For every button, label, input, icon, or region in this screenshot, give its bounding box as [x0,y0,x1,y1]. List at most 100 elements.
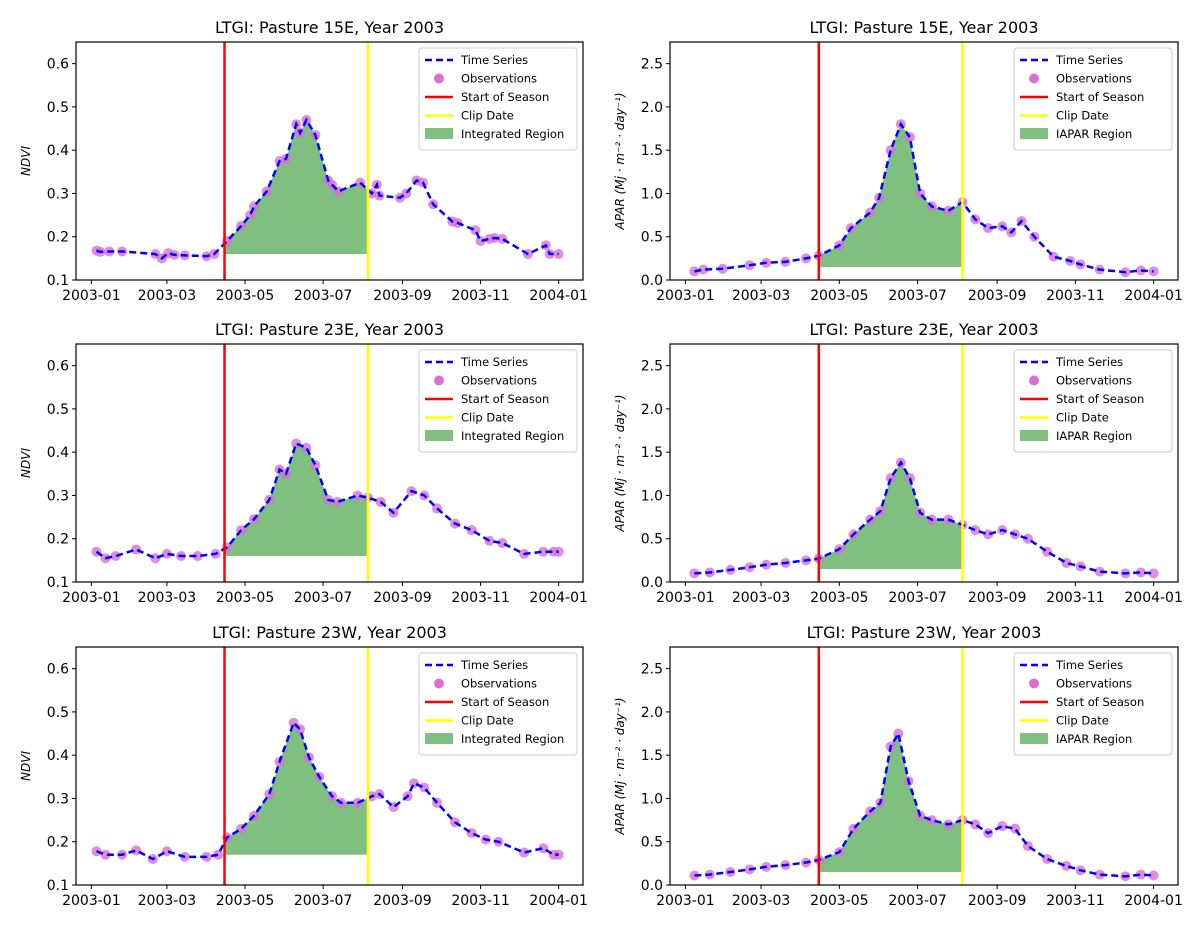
observation-point [131,544,142,555]
observation-point [1042,854,1053,865]
observation-point [161,548,172,559]
legend-label: Integrated Region [461,429,564,443]
chart-title: LTGI: Pasture 23E, Year 2003 [215,320,444,339]
legend-label: Clip Date [1056,109,1109,123]
y-tick-label: 0.3 [47,186,69,202]
legend-label: Start of Season [461,695,549,709]
chart-title: LTGI: Pasture 23W, Year 2003 [807,623,1042,642]
x-tick-label: 2003-09 [373,288,432,304]
legend-region-swatch [1020,733,1048,744]
subplot: LTGI: Pasture 23W, Year 2003 APAR (Mj · m… [613,623,1183,909]
x-tick-label: 2003-01 [656,893,715,909]
x-tick-label: 2003-03 [138,288,197,304]
x-tick-label: 2003-07 [294,590,353,606]
y-tick-label: 1.0 [641,791,663,807]
y-tick-label: 0.4 [47,143,69,159]
observation-point [885,145,896,156]
x-tick-label: 2003-11 [1046,893,1105,909]
y-tick-label: 2.0 [641,100,663,116]
observation-point [110,551,121,562]
x-tick-label: 2003-05 [810,893,869,909]
x-tick-label: 2003-07 [888,590,947,606]
x-tick-label: 2003-03 [138,893,197,909]
time-series-line [95,441,559,560]
integrated-region [818,462,963,570]
time-series-line [96,720,559,861]
x-tick-label: 2003-09 [373,893,432,909]
legend-label: Time Series [460,53,528,67]
observation-point [264,789,275,800]
legend-box [418,652,578,756]
chart-title: LTGI: Pasture 15E, Year 2003 [215,18,444,37]
legend-label: Time Series [1055,658,1123,672]
legend-observations-swatch [434,678,444,689]
observation-point [409,778,419,789]
observation-point [885,473,896,484]
x-tick-label: 2003-07 [294,893,353,909]
y-tick-label: 0.3 [47,791,69,807]
time-series-line [694,460,1154,575]
chart-title: LTGI: Pasture 23E, Year 2003 [809,320,1038,339]
y-tick-label: 0.6 [47,57,69,73]
axes-frame [669,646,1179,886]
subplot: LTGI: Pasture 23E, Year 2003 APAR (Mj · m… [613,320,1183,606]
axes-frame [669,343,1179,583]
legend-region-swatch [425,128,453,139]
observation-point [213,849,224,860]
axes-frame [669,41,1179,281]
x-tick-label: 2003-01 [62,590,121,606]
y-tick-label: 0.0 [641,273,663,289]
observation-point [1148,568,1159,579]
legend-label: Integrated Region [461,732,564,746]
x-tick-label: 2004-01 [529,893,588,909]
y-tick-label: 0.6 [47,359,69,375]
legend-label: Start of Season [1056,695,1144,709]
x-tick-label: 2003-07 [888,893,947,909]
observation-point [970,525,981,536]
legend-label: Start of Season [1056,90,1144,104]
x-tick-label: 2003-09 [968,893,1027,909]
integrated-region [818,124,963,268]
x-tick-label: 2003-05 [810,288,869,304]
integrated-region [224,443,368,557]
y-tick-label: 0.4 [47,748,69,764]
y-tick-label: 2.0 [641,705,663,721]
chart-title: LTGI: Pasture 15E, Year 2003 [809,18,1038,37]
y-tick-label: 2.5 [641,662,663,678]
observation-point [519,847,530,858]
observation-point [1061,860,1072,871]
legend-region-swatch [425,430,453,441]
x-tick-label: 2003-05 [216,590,275,606]
observation-point [538,546,549,557]
y-tick-label: 0.2 [47,532,69,548]
y-tick-label: 0.3 [47,488,69,504]
x-tick-label: 2003-11 [451,893,510,909]
legend-label: Observations [461,677,537,691]
y-axis-label: APAR (Mj · m⁻² · day⁻¹) [613,92,627,230]
y-tick-label: 0.4 [47,445,69,461]
legend-label: Clip Date [461,714,514,728]
y-tick-label: 0.2 [47,835,69,851]
legend-label: Integrated Region [461,127,564,141]
x-tick-label: 2004-01 [529,288,588,304]
x-tick-label: 2003-03 [732,893,791,909]
x-tick-label: 2004-01 [1124,590,1183,606]
legend-region-swatch [1020,128,1048,139]
y-tick-label: 0.1 [47,575,69,591]
y-axis-label: APAR (Mj · m⁻² · day⁻¹) [613,394,627,532]
x-tick-label: 2004-01 [1124,893,1183,909]
x-tick-label: 2003-11 [451,288,510,304]
legend-label: Time Series [1055,355,1123,369]
time-series-line [694,730,1154,878]
y-tick-label: 0.2 [47,230,69,246]
axes-frame [75,646,584,886]
x-tick-label: 2003-05 [810,590,869,606]
legend-observations-swatch [1029,73,1039,84]
legend-label: Observations [461,72,537,86]
x-tick-label: 2003-03 [732,288,791,304]
y-axis-label: NDVI [19,448,33,478]
integrated-region [224,119,368,255]
legend-observations-swatch [1029,375,1039,386]
y-tick-label: 0.1 [47,273,69,289]
y-tick-label: 1.0 [641,186,663,202]
